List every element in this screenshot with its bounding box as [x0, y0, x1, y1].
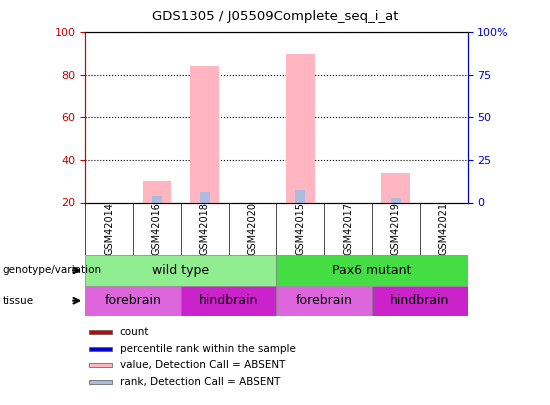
Bar: [152, 196, 162, 202]
Text: GSM42016: GSM42016: [152, 202, 162, 255]
Bar: [89, 330, 112, 335]
Bar: [200, 192, 210, 202]
Bar: [89, 347, 112, 351]
Bar: [372, 286, 468, 316]
Text: GSM42020: GSM42020: [248, 202, 257, 255]
Text: forebrain: forebrain: [296, 294, 353, 307]
Bar: [382, 173, 410, 202]
Bar: [181, 286, 276, 316]
Text: GSM42015: GSM42015: [295, 202, 305, 255]
Text: Pax6 mutant: Pax6 mutant: [332, 264, 411, 277]
Text: GSM42021: GSM42021: [438, 202, 449, 255]
Text: tissue: tissue: [3, 296, 34, 306]
Text: genotype/variation: genotype/variation: [3, 265, 102, 275]
Text: forebrain: forebrain: [104, 294, 162, 307]
Text: GSM42018: GSM42018: [200, 202, 210, 255]
Bar: [85, 255, 276, 286]
Text: percentile rank within the sample: percentile rank within the sample: [120, 344, 295, 354]
Bar: [85, 286, 181, 316]
Bar: [89, 363, 112, 367]
Bar: [276, 286, 372, 316]
Text: wild type: wild type: [152, 264, 210, 277]
Bar: [295, 190, 305, 202]
Text: rank, Detection Call = ABSENT: rank, Detection Call = ABSENT: [120, 377, 280, 387]
Text: value, Detection Call = ABSENT: value, Detection Call = ABSENT: [120, 360, 285, 370]
Text: hindbrain: hindbrain: [199, 294, 258, 307]
Text: GSM42019: GSM42019: [391, 202, 401, 255]
Text: GSM42017: GSM42017: [343, 202, 353, 255]
Bar: [391, 198, 401, 202]
Text: GSM42014: GSM42014: [104, 202, 114, 255]
Text: GDS1305 / J05509Complete_seq_i_at: GDS1305 / J05509Complete_seq_i_at: [152, 10, 398, 23]
Bar: [286, 54, 315, 202]
Bar: [89, 380, 112, 384]
Text: count: count: [120, 327, 149, 337]
Bar: [276, 255, 468, 286]
Bar: [190, 66, 219, 202]
Text: hindbrain: hindbrain: [390, 294, 449, 307]
Bar: [142, 181, 171, 202]
